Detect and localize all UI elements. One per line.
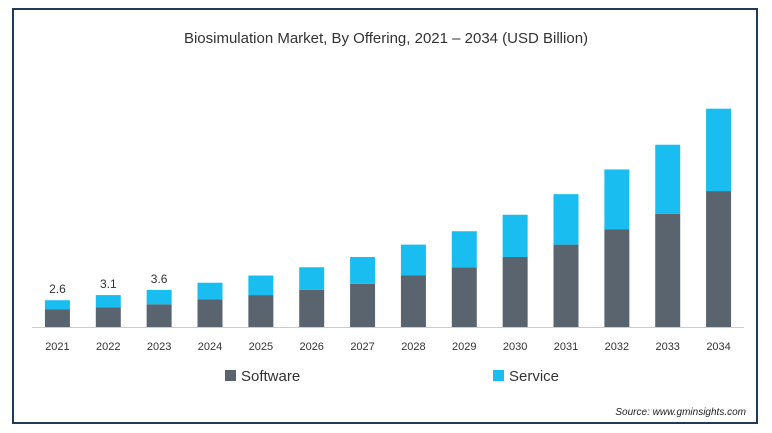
legend-label-software: Software [241, 368, 300, 385]
legend-swatch-software [225, 370, 236, 381]
bar-service-2033 [655, 144, 681, 214]
bar-software-2026 [299, 289, 325, 327]
bar-service-2022 [95, 295, 121, 308]
bar-software-2023 [146, 304, 172, 327]
x-tick-label: 2025 [249, 341, 273, 353]
x-tick-labels: 2021 2022 2023 2024 2025 2026 2027 2028 2029 2030… [45, 341, 731, 353]
bar-service-2028 [400, 244, 426, 276]
x-tick-label: 2023 [147, 341, 171, 353]
legend-label-service: Service [509, 368, 559, 385]
bar-software-2027 [350, 283, 376, 327]
source-note: Source: www.gminsights.com [615, 407, 746, 418]
x-tick-label: 2021 [45, 341, 69, 353]
bar-software-2029 [451, 267, 477, 327]
x-tick-label: 2024 [198, 341, 222, 353]
chart-frame [12, 8, 758, 424]
x-tick-label: 2031 [554, 341, 578, 353]
x-tick-label: 2027 [350, 341, 374, 353]
x-tick-label: 2028 [401, 341, 425, 353]
bar-software-2034 [706, 191, 732, 327]
legend-swatch-service [493, 370, 504, 381]
bar-service-2032 [604, 169, 630, 230]
bar-software-2024 [197, 299, 223, 327]
x-tick-label: 2034 [706, 341, 730, 353]
bar-service-2030 [502, 214, 528, 257]
data-label: 3.6 [151, 272, 168, 286]
bar-software-2033 [655, 213, 681, 327]
x-tick-label: 2030 [503, 341, 527, 353]
bar-service-2027 [350, 256, 376, 284]
bar-service-2024 [197, 282, 223, 300]
bar-service-2029 [451, 231, 477, 268]
x-tick-label: 2033 [655, 341, 679, 353]
bar-software-2030 [502, 256, 528, 327]
bar-software-2031 [553, 244, 579, 327]
x-tick-label: 2029 [452, 341, 476, 353]
data-labels: 2.6 3.1 3.6 [49, 272, 168, 296]
x-tick-label: 2032 [605, 341, 629, 353]
bar-software-2022 [95, 307, 121, 327]
bar-software-2028 [400, 275, 426, 327]
data-label: 3.1 [100, 277, 117, 291]
bars-group [44, 108, 732, 327]
bar-service-2031 [553, 194, 579, 245]
bar-software-2025 [248, 295, 274, 327]
bar-service-2023 [146, 289, 172, 305]
bar-software-2021 [44, 309, 70, 327]
bar-service-2034 [706, 108, 732, 192]
data-label: 2.6 [49, 282, 66, 296]
bar-service-2021 [44, 300, 70, 310]
bar-service-2026 [299, 267, 325, 290]
x-tick-label: 2026 [299, 341, 323, 353]
bar-service-2025 [248, 275, 274, 296]
x-tick-label: 2022 [96, 341, 120, 353]
legend: Software Service [225, 368, 559, 385]
chart-title: Biosimulation Market, By Offering, 2021 … [183, 30, 589, 47]
bar-software-2032 [604, 229, 630, 327]
